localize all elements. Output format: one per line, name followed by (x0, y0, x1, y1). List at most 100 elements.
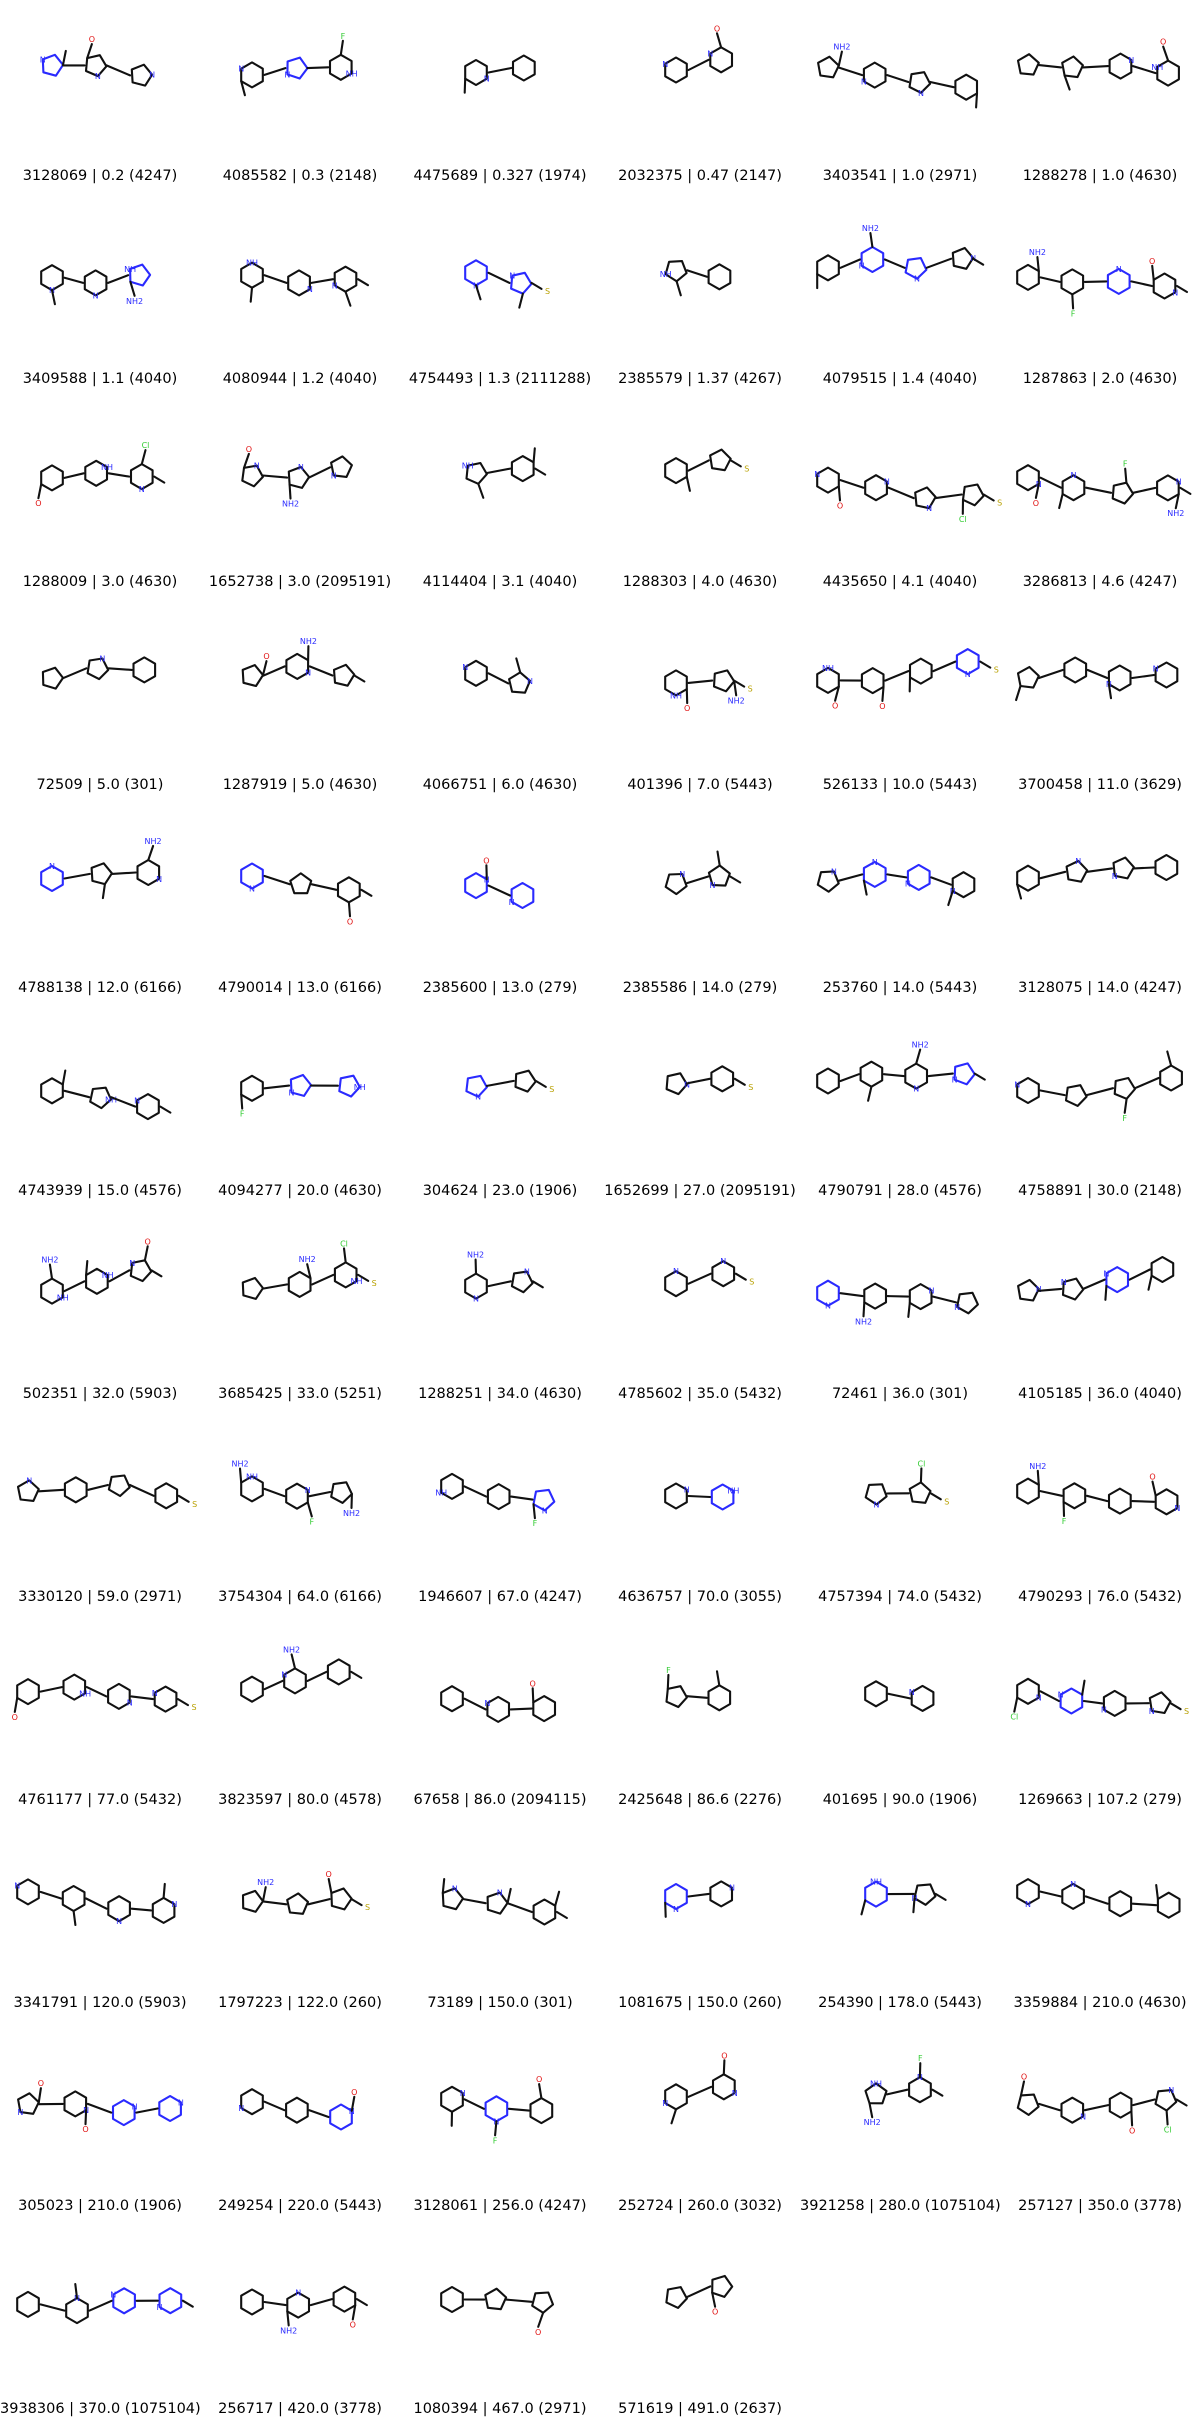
atom-label: N (178, 2098, 184, 2107)
atom-label: N (1149, 1707, 1155, 1716)
atom-label: O (82, 2125, 88, 2134)
atom-label: NH2 (257, 1878, 274, 1887)
atom-label: NH2 (864, 2118, 881, 2127)
six-membered-ring (1156, 663, 1178, 688)
atom-label: N (238, 2104, 244, 2113)
five-membered-ring (287, 1893, 308, 1913)
substituent-bond (717, 33, 721, 47)
structure-drawing: NNN (1010, 1226, 1190, 1376)
compound-label: 1287919 | 5.0 (4630) (200, 776, 400, 794)
atom-label: O (326, 1870, 332, 1879)
atom-label: F (309, 1517, 314, 1526)
six-membered-ring (1158, 1893, 1180, 1918)
five-membered-ring (516, 1071, 536, 1092)
six-membered-ring (862, 668, 884, 693)
compound-label: 73189 | 150.0 (301) (400, 1994, 600, 2012)
substituent-bond (870, 233, 872, 247)
linker-bond (889, 1694, 911, 1699)
compound-label: 3938306 | 370.0 (1075104) (0, 2400, 200, 2418)
substituent-bond (63, 51, 66, 65)
substituent-bond (495, 2121, 496, 2135)
five-membered-ring (43, 55, 63, 76)
six-membered-ring (534, 1900, 556, 1925)
atom-label: O (1149, 1473, 1155, 1482)
compound-label: 401396 | 7.0 (5443) (600, 776, 800, 794)
linker-bond (309, 2110, 328, 2117)
atom-label: O (351, 2088, 357, 2097)
linker-bond (841, 1074, 859, 1081)
compound-label: 253760 | 14.0 (5443) (800, 979, 1000, 997)
atom-label: Cl (1164, 2126, 1172, 2135)
linker-bond (489, 1281, 511, 1286)
substituent-bond (287, 2311, 288, 2325)
substituent-bond (668, 1675, 669, 1689)
substituent-bond (839, 486, 840, 500)
atom-label: Cl (1010, 1713, 1018, 1722)
linker-bond (489, 273, 510, 283)
substituent-bond (1131, 2111, 1132, 2125)
six-membered-ring (63, 1886, 85, 1911)
substituent-bond (687, 477, 690, 491)
compound-label: 526133 | 10.0 (5443) (800, 776, 1000, 794)
linker-bond (1133, 2100, 1155, 2106)
five-membered-ring (532, 2293, 553, 2313)
six-membered-ring (709, 1685, 731, 1710)
structure-drawing: O (410, 2241, 590, 2391)
atom-label: NH2 (833, 43, 850, 52)
tail-bond (736, 1274, 746, 1280)
six-membered-ring (160, 2288, 182, 2313)
compound-label: 3359884 | 210.0 (4630) (1000, 1994, 1200, 2012)
linker-bond (310, 1492, 331, 1496)
atom-label: N (929, 1286, 935, 1295)
atom-label: N (295, 2289, 301, 2298)
atom-label: N (662, 2099, 668, 2108)
tail-bond (357, 2299, 367, 2305)
linker-bond (509, 2109, 529, 2111)
six-membered-ring (665, 458, 687, 483)
atom-label: NH2 (41, 1256, 58, 1265)
atom-label: NH2 (300, 637, 317, 646)
atom-label: S (191, 1703, 196, 1712)
linker-bond (1083, 1280, 1104, 1289)
compound-label: 4435650 | 4.1 (4040) (800, 573, 1000, 591)
linker-bond (489, 886, 511, 896)
structure-drawing: NN (1010, 617, 1190, 767)
six-membered-ring (861, 1062, 883, 1087)
six-membered-ring (665, 58, 687, 83)
six-membered-ring (955, 75, 977, 100)
atom-label: F (341, 32, 346, 41)
atom-label: N (1128, 56, 1134, 65)
compound-label: 4066751 | 6.0 (4630) (400, 776, 600, 794)
substituent-bond (734, 681, 736, 695)
compound-label: 1269663 | 107.2 (279) (1000, 1791, 1200, 1809)
five-membered-ring (334, 665, 354, 686)
structure-drawing: NO (410, 1632, 590, 1782)
five-membered-ring (290, 873, 311, 893)
six-membered-ring (1160, 1066, 1182, 1091)
atom-label: Cl (959, 515, 967, 524)
atom-label: N (281, 1671, 287, 1680)
substituent-bond (63, 1071, 66, 1085)
atom-label: N (110, 2291, 116, 2300)
linker-bond (689, 1274, 711, 1284)
structure-drawing: NS (410, 1023, 590, 1173)
tail-bond (536, 1081, 546, 1087)
linker-bond (511, 1709, 532, 1710)
